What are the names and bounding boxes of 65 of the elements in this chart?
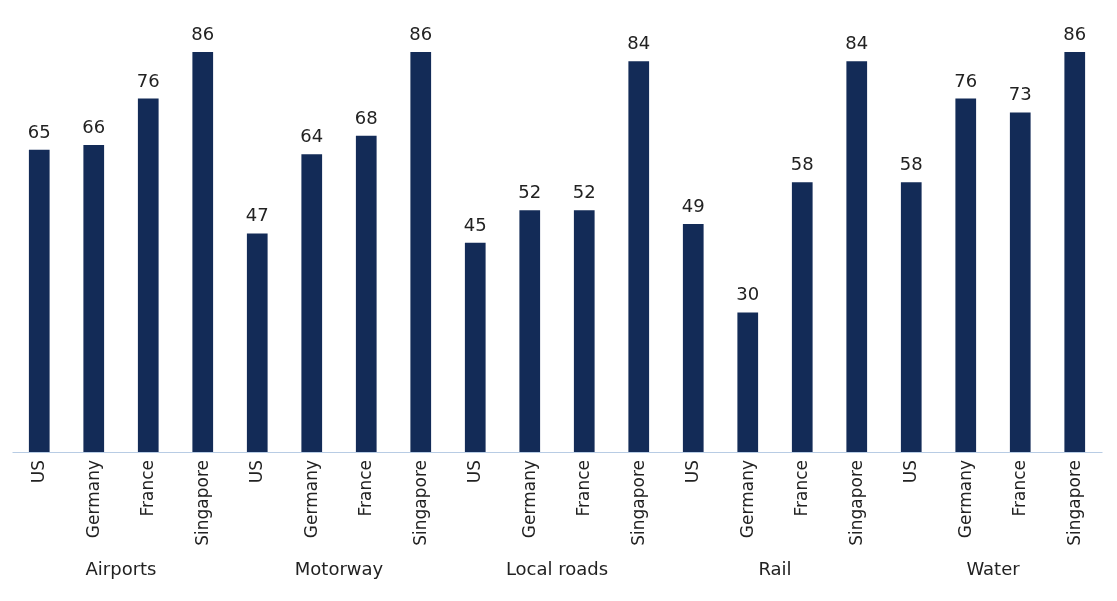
data-label: 45: [463, 213, 487, 235]
bar: [192, 52, 214, 452]
bar: [737, 312, 759, 452]
text: US: [900, 460, 921, 484]
data-label: 86: [191, 23, 215, 44]
data-label: 84: [845, 32, 869, 54]
text: Singapore: [627, 460, 648, 546]
data-label: 86: [409, 23, 433, 44]
data-label: 58: [790, 153, 814, 175]
data-label: 66: [82, 116, 106, 138]
x-tick-label: Local roads: [505, 557, 609, 579]
text: Germany: [954, 460, 975, 539]
data-label: 84: [627, 32, 651, 54]
bar: [628, 61, 650, 452]
text: France: [1009, 460, 1030, 517]
text: Germany: [300, 460, 321, 539]
data-label: 49: [681, 195, 705, 217]
bar: [1009, 112, 1031, 452]
data-label: 64: [300, 125, 324, 147]
data-label: 65: [27, 120, 51, 142]
text: US: [246, 460, 267, 484]
bar: [1064, 52, 1086, 452]
text: US: [682, 460, 703, 484]
bar: [464, 242, 486, 452]
text: Singapore: [845, 460, 866, 546]
bar: [246, 233, 268, 452]
text: US: [28, 460, 49, 484]
x-tick-label: Airports: [85, 557, 157, 579]
text: France: [137, 460, 158, 517]
data-label: 58: [899, 153, 923, 175]
data-label: 52: [518, 181, 542, 203]
bar: [682, 224, 704, 452]
bar: [573, 210, 595, 452]
text: Singapore: [409, 460, 430, 546]
bar: [846, 61, 868, 452]
text: Germany: [518, 460, 539, 539]
bar: [355, 135, 377, 452]
text: France: [573, 460, 594, 517]
data-label: 47: [245, 204, 269, 226]
data-label: 76: [954, 69, 978, 91]
data-label: 52: [572, 181, 596, 203]
data-label: 76: [136, 69, 160, 91]
bar: [791, 182, 813, 452]
data-label: 68: [354, 106, 378, 128]
text: Singapore: [1063, 460, 1084, 546]
bar: [28, 149, 50, 452]
x-tick-label: Water: [966, 557, 1021, 579]
text: Germany: [82, 460, 103, 539]
bar: [955, 98, 977, 452]
bar: [83, 145, 105, 452]
data-label: 86: [1063, 23, 1087, 44]
x-tick-label: Motorway: [294, 557, 384, 579]
text: Singapore: [191, 460, 212, 546]
text: France: [791, 460, 812, 517]
bar: [519, 210, 541, 452]
bar: [301, 154, 323, 452]
text: Germany: [736, 460, 757, 539]
bar: [410, 52, 432, 452]
text: US: [464, 460, 485, 484]
bar: [900, 182, 922, 452]
data-label: 30: [736, 283, 760, 305]
data-label: 73: [1008, 83, 1032, 105]
text: France: [355, 460, 376, 517]
x-tick-label: Rail: [758, 557, 792, 579]
bar: [137, 98, 159, 452]
